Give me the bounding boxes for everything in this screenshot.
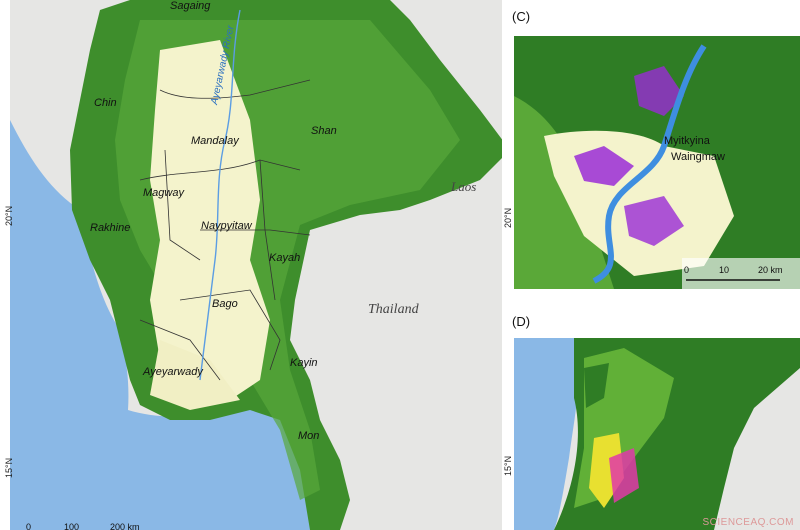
inset-c-change-2 [634,66,684,116]
region-label-kayin: Kayin [290,357,318,369]
scale-bar: 0 100 200 km [26,522,140,530]
region-label-naypyitaw: Naypyitaw [201,220,253,232]
inset-c-label: (C) [512,9,531,24]
delta-cropland [150,340,240,410]
inset-c-svg: Myitkyina Waingmaw 0 10 20 km [514,36,800,289]
scale-label-200: 200 km [110,522,140,530]
region-label-sagaing: Sagaing [170,0,211,12]
central-cropland [150,40,270,400]
inset-d-lat-label: 15°N [503,455,513,476]
inset-c-map: Myitkyina Waingmaw 0 10 20 km [514,36,800,289]
inset-d-map [514,338,800,530]
inset-c-scale-20: 20 km [758,265,783,275]
inset-c-lat-label: 20°N [503,207,513,228]
place-label-waingmaw: Waingmaw [671,151,725,163]
inset-c-river [592,44,707,284]
region-label-magway: Magway [143,187,185,199]
region-label-chin: Chin [94,97,117,109]
inset-d-svg [514,338,800,530]
lat-label-15n: 15°N [4,457,14,478]
main-map-svg: Sagaing Chin Mandalay Shan Magway Rakhin… [10,0,502,530]
inset-d-island [584,363,609,408]
region-label-shan: Shan [311,125,337,137]
inset-d-label: (D) [512,314,531,329]
country-label-laos: Laos [450,179,476,194]
inset-c-scale-bg [682,258,800,289]
scale-label-100: 100 [64,522,79,530]
ayeyarwady-river-line [199,9,241,381]
place-label-myitkyina: Myitkyina [664,135,711,147]
inset-c-scale-0: 0 [684,265,689,275]
scale-label-0: 0 [26,522,31,530]
region-label-kayah: Kayah [269,252,300,264]
outside-land [10,0,40,90]
region-label-mon: Mon [298,430,319,442]
region-label-bago: Bago [212,298,238,310]
region-label-rakhine: Rakhine [90,222,130,234]
inset-d-magenta [609,448,639,503]
lat-label-20n: 20°N [4,205,14,226]
region-boundaries [139,79,311,381]
inset-c-change-3 [624,196,684,246]
country-label-thailand: Thailand [368,302,420,317]
inset-d-sea [514,338,579,530]
region-label-mandalay: Mandalay [191,135,240,147]
sea-area [10,120,310,530]
region-label-ayeyarwady: Ayeyarwady [142,366,204,378]
inset-c-change-1 [574,146,634,186]
main-map: Sagaing Chin Mandalay Shan Magway Rakhin… [10,0,502,530]
watermark: SCIENCEAQ.COM [702,517,794,528]
inset-c-scale-10: 10 [719,265,729,275]
